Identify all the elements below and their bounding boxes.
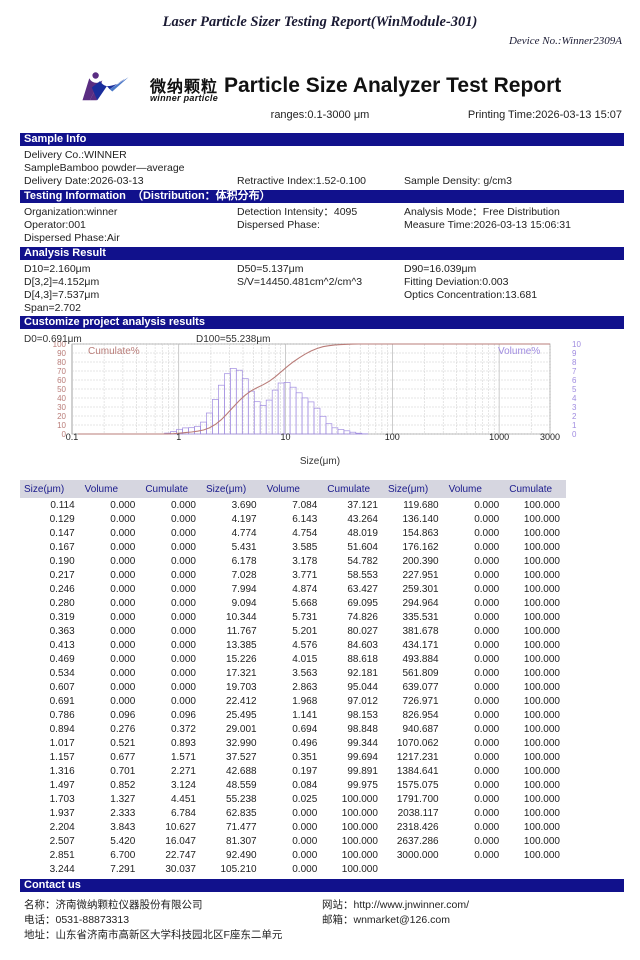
svg-text:Cumulate%: Cumulate% xyxy=(88,346,140,357)
svg-text:Volume%: Volume% xyxy=(498,346,540,357)
